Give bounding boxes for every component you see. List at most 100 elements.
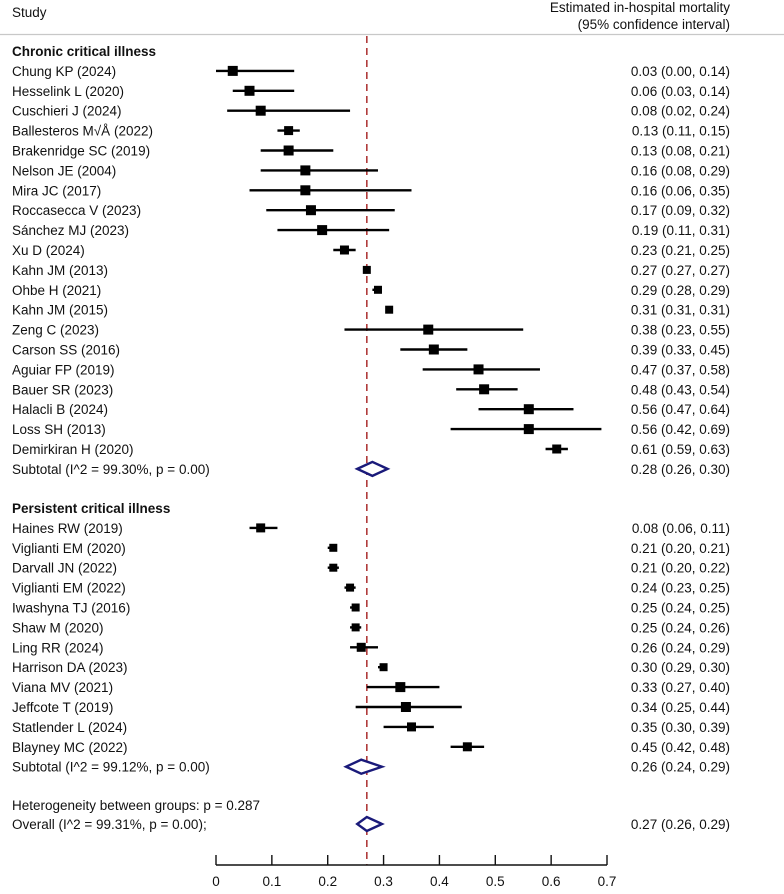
study-label: Roccasecca V (2023): [12, 203, 141, 218]
heterogeneity-text: Heterogeneity between groups: p = 0.287: [12, 798, 260, 813]
study-label: Viglianti EM (2020): [12, 541, 126, 556]
subtotal-diamond: [343, 758, 386, 775]
study-estimate-text: 0.61 (0.59, 0.63): [631, 442, 730, 457]
study-label: Carson SS (2016): [12, 343, 120, 358]
study-label: Cuschieri J (2024): [12, 104, 122, 119]
point-estimate: [373, 285, 382, 294]
point-estimate: [356, 642, 366, 652]
point-estimate: [395, 682, 406, 693]
point-estimate: [317, 225, 328, 236]
overall-estimate-text: 0.27 (0.26, 0.29): [631, 817, 730, 832]
study-estimate-text: 0.31 (0.31, 0.31): [631, 303, 730, 318]
point-estimate: [351, 623, 360, 632]
point-estimate: [479, 384, 490, 395]
point-estimate: [523, 424, 534, 435]
study-label: Sánchez MJ (2023): [12, 223, 129, 238]
x-tick-label: 0.6: [542, 874, 561, 889]
study-estimate-text: 0.48 (0.43, 0.54): [631, 382, 730, 397]
study-estimate-text: 0.27 (0.27, 0.27): [631, 263, 730, 278]
x-tick-label: 0.1: [262, 874, 281, 889]
study-estimate-text: 0.13 (0.11, 0.15): [632, 124, 730, 139]
study-estimate-text: 0.30 (0.29, 0.30): [631, 660, 730, 675]
study-label: Shaw M (2020): [12, 620, 104, 635]
study-estimate-text: 0.08 (0.02, 0.24): [631, 104, 730, 119]
point-estimate: [244, 85, 255, 96]
x-tick-label: 0.4: [430, 874, 449, 889]
point-estimate: [300, 165, 311, 176]
study-label: Bauer SR (2023): [12, 382, 113, 397]
study-estimate-text: 0.19 (0.11, 0.31): [632, 223, 730, 238]
point-estimate: [462, 742, 472, 752]
study-label: Ballesteros M√Å (2022): [12, 124, 153, 139]
point-estimate: [227, 65, 238, 76]
study-estimate-text: 0.25 (0.24, 0.26): [631, 620, 730, 635]
x-tick-label: 0.2: [318, 874, 337, 889]
study-label: Haines RW (2019): [12, 521, 123, 536]
point-estimate: [385, 305, 394, 314]
study-estimate-text: 0.17 (0.09, 0.32): [631, 203, 730, 218]
point-estimate: [379, 663, 388, 672]
study-estimate-text: 0.06 (0.03, 0.14): [631, 84, 730, 99]
study-estimate-text: 0.16 (0.06, 0.35): [631, 183, 730, 198]
study-label: Xu D (2024): [12, 243, 85, 258]
x-tick-label: 0.3: [374, 874, 393, 889]
subtotal-estimate-text: 0.28 (0.26, 0.30): [631, 462, 730, 477]
point-estimate: [423, 324, 434, 335]
point-estimate: [552, 444, 562, 454]
subtotal-label: Subtotal (I^2 = 99.30%, p = 0.00): [12, 462, 210, 477]
study-estimate-text: 0.35 (0.30, 0.39): [631, 720, 730, 735]
study-estimate-text: 0.13 (0.08, 0.21): [631, 144, 730, 159]
study-label: Aguiar FP (2019): [12, 362, 115, 377]
subtotal-diamond: [354, 460, 391, 478]
study-label: Harrison DA (2023): [12, 660, 128, 675]
study-estimate-text: 0.21 (0.20, 0.21): [631, 541, 730, 556]
x-tick-label: 0: [212, 874, 220, 889]
study-estimate-text: 0.56 (0.42, 0.69): [631, 422, 730, 437]
study-estimate-text: 0.03 (0.00, 0.14): [631, 64, 730, 79]
point-estimate: [339, 245, 349, 255]
study-label: Ling RR (2024): [12, 640, 104, 655]
study-label: Halacli B (2024): [12, 402, 108, 417]
study-estimate-text: 0.24 (0.23, 0.25): [631, 581, 730, 596]
study-estimate-text: 0.08 (0.06, 0.11): [632, 521, 730, 536]
estimate-column-subheader: (95% confidence interval): [578, 17, 730, 32]
study-estimate-text: 0.21 (0.20, 0.22): [631, 561, 730, 576]
estimate-column-header: Estimated in-hospital mortality: [550, 0, 730, 15]
point-estimate: [523, 404, 534, 415]
point-estimate: [400, 702, 411, 712]
point-estimate: [284, 126, 294, 136]
study-label: Hesselink L (2020): [12, 84, 124, 99]
x-tick-label: 0.7: [598, 874, 617, 889]
study-label: Statlender L (2024): [12, 720, 127, 735]
x-tick-label: 0.5: [486, 874, 505, 889]
point-estimate: [256, 523, 266, 533]
study-label: Darvall JN (2022): [12, 561, 117, 576]
study-estimate-text: 0.34 (0.25, 0.44): [631, 700, 730, 715]
study-estimate-text: 0.23 (0.21, 0.25): [631, 243, 730, 258]
study-label: Zeng C (2023): [12, 323, 99, 338]
study-label: Mira JC (2017): [12, 183, 101, 198]
study-estimate-text: 0.29 (0.28, 0.29): [631, 283, 730, 298]
study-estimate-text: 0.45 (0.42, 0.48): [631, 740, 730, 755]
subtotal-label: Subtotal (I^2 = 99.12%, p = 0.00): [12, 760, 210, 775]
point-estimate: [305, 205, 316, 216]
point-estimate: [351, 603, 360, 612]
study-estimate-text: 0.39 (0.33, 0.45): [631, 343, 730, 358]
study-label: Jeffcote T (2019): [12, 700, 113, 715]
point-estimate: [255, 105, 266, 116]
study-column-header: Study: [12, 5, 47, 20]
overall-diamond: [355, 815, 385, 833]
study-estimate-text: 0.25 (0.24, 0.25): [631, 601, 730, 616]
study-label: Demirkiran H (2020): [12, 442, 134, 457]
study-label: Loss SH (2013): [12, 422, 106, 437]
study-estimate-text: 0.26 (0.24, 0.29): [631, 640, 730, 655]
point-estimate: [329, 563, 338, 572]
point-estimate: [329, 543, 338, 552]
point-estimate: [346, 583, 355, 592]
study-estimate-text: 0.47 (0.37, 0.58): [631, 362, 730, 377]
group-title: Chronic critical illness: [12, 44, 156, 59]
study-estimate-text: 0.33 (0.27, 0.40): [631, 680, 730, 695]
study-label: Viana MV (2021): [12, 680, 113, 695]
study-label: Iwashyna TJ (2016): [12, 601, 130, 616]
study-label: Brakenridge SC (2019): [12, 144, 150, 159]
